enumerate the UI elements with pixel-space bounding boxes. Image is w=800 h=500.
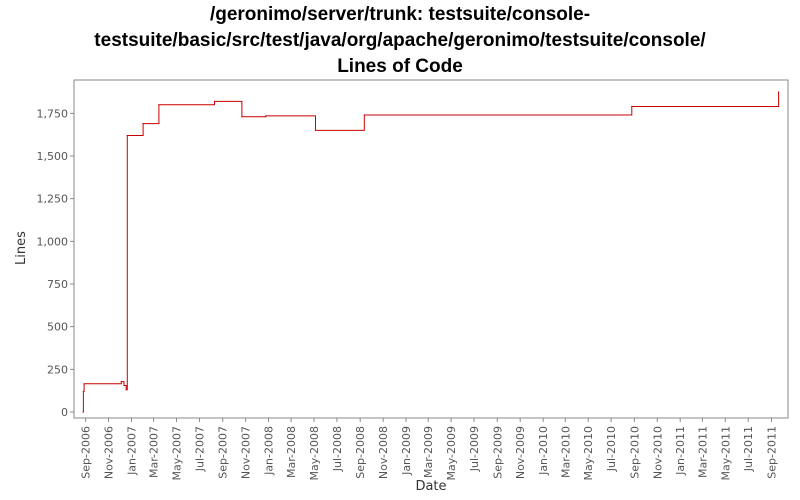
- data-point: [82, 411, 84, 413]
- y-tick-label: 1,750: [37, 107, 69, 120]
- y-tick-label: 0: [61, 406, 68, 419]
- data-point: [83, 383, 85, 385]
- x-tick-label: Jul-2011: [742, 426, 755, 472]
- y-axis-title: Lines: [14, 231, 29, 265]
- x-tick-label: May-2009: [445, 426, 458, 481]
- data-point: [158, 104, 160, 106]
- x-tick-label: May-2011: [719, 426, 732, 481]
- data-point: [363, 114, 365, 116]
- x-tick-label: Jul-2007: [193, 426, 206, 472]
- y-tick-label: 1,000: [37, 235, 69, 248]
- x-tick-label: Sep-2006: [80, 426, 93, 479]
- x-tick-label: Sep-2008: [354, 426, 367, 479]
- chart-title-line: /geronimo/server/trunk: testsuite/consol…: [209, 4, 591, 25]
- data-point: [241, 116, 243, 118]
- x-axis: Sep-2006 Nov-2006 Jan-2007 Mar-2007 May-2007…: [80, 418, 778, 481]
- data-point: [778, 91, 780, 93]
- x-tick-label: May-2010: [582, 426, 595, 481]
- y-tick-label: 1,500: [37, 150, 69, 163]
- series-line: [82, 92, 780, 413]
- data-point: [125, 389, 127, 391]
- x-tick-label: Jan-2009: [400, 426, 413, 476]
- x-axis-title: Date: [415, 479, 446, 494]
- x-tick-label: Nov-2007: [240, 426, 253, 479]
- x-tick-label: May-2008: [308, 426, 321, 481]
- x-tick-label: Mar-2009: [422, 426, 435, 478]
- x-tick-label: Jul-2008: [331, 426, 344, 472]
- data-point: [120, 381, 122, 383]
- chart-title: /geronimo/server/trunk: testsuite/consol…: [0, 2, 800, 80]
- y-tick-label: 750: [47, 278, 68, 291]
- series-group: [82, 91, 780, 413]
- y-tick-label: 1,250: [37, 193, 69, 206]
- x-tick-label: Jul-2010: [605, 426, 618, 472]
- chart-title-line: Lines of Code: [337, 56, 463, 77]
- data-point: [631, 105, 633, 108]
- x-tick-label: Jan-2010: [537, 426, 550, 476]
- x-tick-label: Sep-2010: [628, 426, 641, 479]
- x-tick-label: Mar-2011: [696, 426, 709, 478]
- data-point: [82, 390, 84, 393]
- y-tick-label: 250: [47, 363, 68, 376]
- x-tick-label: Mar-2007: [148, 426, 161, 478]
- x-tick-label: Mar-2008: [285, 426, 298, 478]
- x-tick-label: Nov-2008: [377, 426, 390, 479]
- y-axis: 0 250 500 750 1,000 1,250 1,500 1,750: [37, 107, 74, 419]
- x-tick-label: Nov-2009: [514, 426, 527, 479]
- data-point: [213, 100, 216, 102]
- x-tick-label: Nov-2010: [651, 426, 664, 479]
- x-tick-label: Sep-2009: [491, 426, 504, 479]
- plot-area: [73, 79, 789, 419]
- data-point: [314, 129, 317, 131]
- x-tick-label: Nov-2006: [103, 426, 116, 479]
- x-tick-label: May-2007: [171, 426, 184, 481]
- x-tick-label: Jan-2008: [263, 426, 276, 476]
- data-point: [265, 115, 267, 117]
- data-point: [126, 134, 128, 137]
- x-tick-label: Sep-2007: [217, 426, 230, 479]
- y-tick-label: 500: [47, 321, 68, 334]
- x-tick-label: Jul-2009: [468, 426, 481, 472]
- x-tick-label: Mar-2010: [559, 426, 572, 478]
- data-point: [123, 384, 125, 387]
- x-tick-label: Sep-2011: [765, 426, 778, 479]
- data-point: [142, 123, 144, 125]
- x-tick-label: Jan-2007: [125, 426, 138, 476]
- x-tick-label: Jan-2011: [674, 426, 687, 476]
- chart-title-line: testsuite/basic/src/test/java/org/apache…: [94, 30, 706, 51]
